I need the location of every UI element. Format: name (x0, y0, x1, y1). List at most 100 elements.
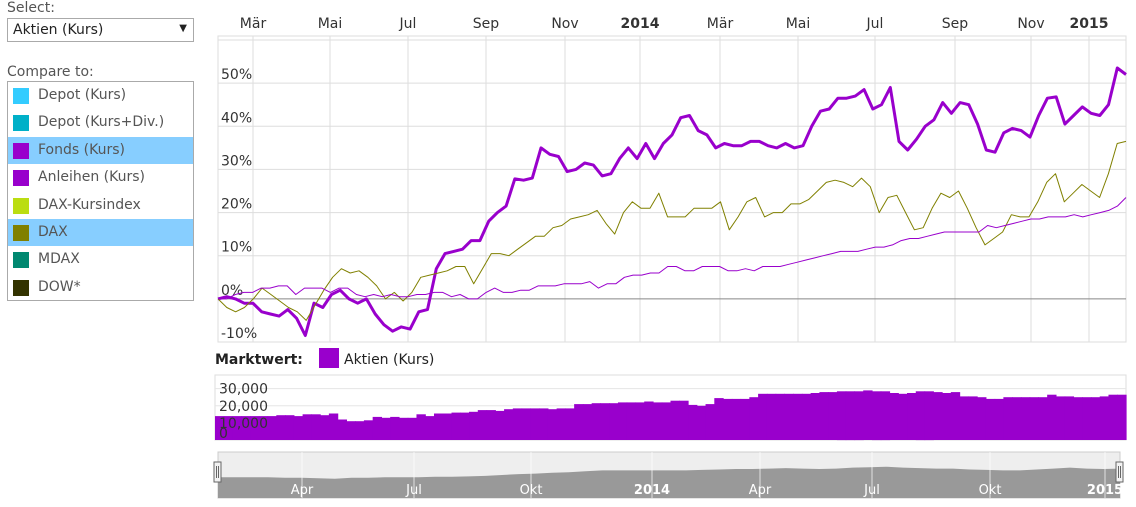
bar (241, 416, 251, 440)
bar (810, 393, 821, 440)
bar (547, 409, 558, 440)
compare-item-dow[interactable]: DOW* (8, 274, 193, 301)
bar (1047, 394, 1057, 440)
bar (556, 408, 566, 440)
bar (924, 391, 934, 441)
bar (871, 391, 882, 441)
bar (1082, 397, 1092, 440)
bar (1064, 396, 1075, 440)
compare-item-depot-kurs-div[interactable]: Depot (Kurs+Div.) (8, 109, 193, 136)
bar (582, 404, 593, 440)
bar (451, 412, 461, 440)
bar (1012, 397, 1022, 440)
bar (670, 400, 680, 440)
bar (521, 408, 531, 440)
bar (477, 410, 488, 440)
compare-item-label: MDAX (38, 251, 80, 268)
bar (915, 391, 926, 441)
bar (539, 408, 549, 440)
y-tick-label: 40% (221, 110, 252, 126)
bar (512, 408, 523, 440)
color-swatch-icon (13, 224, 29, 241)
compare-item-dax[interactable]: DAX (8, 218, 193, 247)
bar (1099, 396, 1110, 440)
bar (644, 401, 654, 440)
bar (328, 413, 339, 440)
color-swatch-icon (13, 197, 29, 214)
bar-y-tick-label: 10,000 (219, 416, 268, 432)
bar (828, 392, 838, 440)
color-swatch-icon (13, 170, 29, 187)
bar (267, 416, 277, 440)
x-tick-label: Jul (866, 16, 884, 32)
bar (968, 396, 978, 440)
compare-item-label: DAX-Kursindex (38, 196, 141, 213)
color-swatch-icon (13, 115, 29, 132)
color-swatch-icon (13, 142, 29, 159)
bar-y-tick-label: 30,000 (219, 382, 268, 398)
bar (363, 420, 374, 440)
bar (1055, 396, 1066, 440)
bar (898, 393, 908, 440)
x-tick-label: Nov (1017, 16, 1044, 32)
y-tick-label: 0% (221, 283, 243, 299)
compare-item-label: Depot (Kurs) (38, 87, 127, 103)
bar (950, 392, 961, 440)
bar (942, 393, 952, 440)
bar (1029, 397, 1039, 440)
bar (591, 403, 602, 440)
bar (679, 400, 689, 440)
bar (390, 416, 400, 440)
main-chart-grid (217, 35, 1127, 343)
market-value-series-label: Aktien (Kurs) (344, 352, 434, 368)
series-line (217, 66, 1127, 337)
bar (346, 421, 356, 440)
bar (661, 402, 672, 440)
navigator-label: Apr (291, 483, 314, 498)
compare-item-label: DAX (38, 223, 68, 240)
compare-item-label: DOW* (38, 278, 81, 295)
series-line (218, 197, 1127, 300)
bar (705, 404, 715, 440)
select-label: Select: (7, 0, 55, 16)
navigator-left-handle[interactable] (213, 461, 222, 483)
navigator-label: 2014 (634, 483, 670, 498)
bar (416, 414, 426, 440)
y-tick-label: 10% (221, 240, 252, 256)
navigator-right-handle[interactable] (1115, 461, 1124, 483)
bar (731, 398, 742, 440)
series-select[interactable]: Aktien (Kurs) ▼ (7, 18, 194, 42)
compare-item-dax-kursindex[interactable]: DAX-Kursindex (8, 192, 193, 219)
compare-label: Compare to: (7, 64, 94, 80)
y-tick-label: 50% (221, 67, 252, 83)
bar (959, 396, 969, 440)
bar (793, 393, 803, 440)
bar (652, 402, 663, 440)
main-x-axis: Mär Mai Jul Sep Nov 2014 Mär Mai Jul Sep Nov 2015 (240, 16, 1109, 32)
bar-y-tick-label: 0 (219, 426, 228, 442)
bar (863, 390, 873, 440)
bar (609, 403, 619, 440)
bar (626, 402, 637, 440)
bar (907, 393, 917, 440)
bar (1003, 397, 1013, 440)
navigator-label: Apr (749, 483, 772, 498)
bar (574, 404, 584, 440)
y-tick-label: -10% (221, 326, 257, 342)
bar (994, 398, 1004, 440)
x-tick-label: 2014 (621, 16, 660, 32)
compare-item-fonds-kurs[interactable]: Fonds (Kurs) (8, 136, 193, 165)
bar (302, 414, 312, 440)
compare-item-label: Anleihen (Kurs) (38, 169, 145, 186)
compare-item-mdax[interactable]: MDAX (8, 246, 193, 273)
color-swatch-icon (13, 252, 29, 269)
bar (425, 416, 435, 440)
compare-item-anleihen-kurs[interactable]: Anleihen (Kurs) (8, 164, 193, 191)
navigator[interactable]: Apr Jul Okt 2014 Apr Jul Okt 2015 (213, 451, 1124, 499)
x-tick-label: Mär (240, 16, 267, 32)
bar (775, 393, 785, 440)
navigator-label: 2015 (1087, 483, 1123, 498)
x-tick-label: Mär (707, 16, 734, 32)
bar (845, 391, 856, 441)
compare-item-depot-kurs[interactable]: Depot (Kurs) (8, 82, 193, 109)
